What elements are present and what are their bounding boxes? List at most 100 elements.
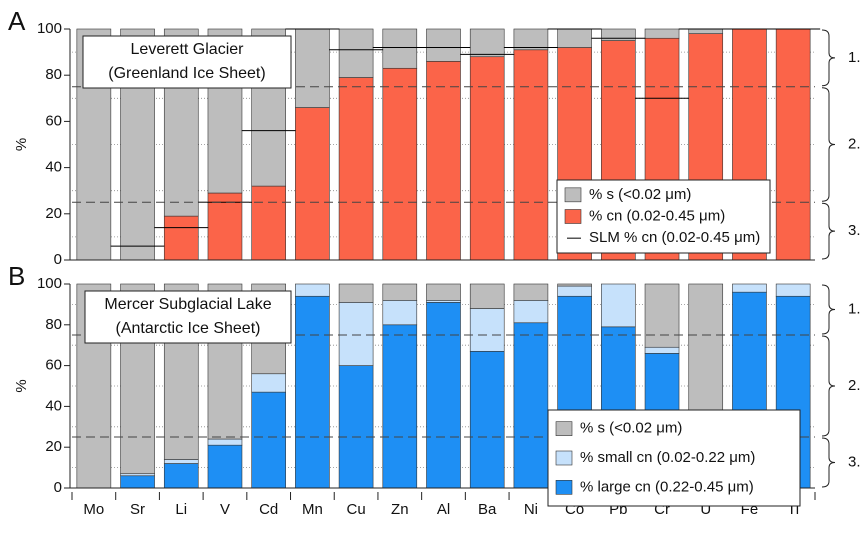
panel-title: (Greenland Ice Sheet)	[108, 65, 265, 82]
y-tick-label: 100	[37, 275, 62, 292]
bar-segment	[601, 28, 636, 41]
bar-segment	[382, 283, 418, 301]
y-tick-label: 20	[45, 438, 62, 455]
x-tick-label: Ba	[478, 501, 497, 518]
zone-label: 1.	[848, 300, 861, 317]
zone-brace	[821, 284, 836, 335]
y-tick-label: 80	[45, 316, 62, 333]
title-box	[84, 290, 292, 344]
bar-segment	[163, 459, 199, 464]
y-tick-label: 20	[45, 205, 62, 222]
y-tick-label: 80	[45, 66, 62, 83]
bar-segment	[338, 28, 374, 78]
legend-swatch	[555, 480, 573, 495]
y-tick-label: 60	[45, 357, 62, 374]
panel-letter: B	[8, 261, 25, 291]
zone-brace	[821, 437, 836, 488]
zone-label: 1.	[848, 49, 861, 66]
bar-segment	[732, 283, 767, 293]
legend-label: % cn (0.02-0.45 μm)	[589, 207, 725, 224]
bar-segment	[557, 283, 592, 287]
bar-segment	[338, 302, 374, 366]
x-tick-label: Al	[437, 501, 450, 518]
legend-swatch	[555, 450, 573, 466]
bar-segment	[557, 285, 592, 297]
bar-segment	[469, 56, 505, 261]
bar-segment	[120, 473, 155, 477]
bar-segment	[775, 28, 811, 261]
y-axis-label: %	[13, 379, 30, 392]
bar-segment	[338, 365, 374, 489]
bar-segment	[601, 283, 636, 328]
x-tick-label: Sr	[130, 501, 145, 518]
bar-segment	[163, 463, 199, 489]
y-tick-label: 40	[45, 159, 62, 176]
legend-box	[547, 409, 801, 507]
bar-segment	[338, 77, 374, 261]
bar-segment	[513, 283, 549, 301]
bar-segment	[644, 346, 680, 354]
bar-segment	[120, 475, 155, 489]
bar-segment	[688, 28, 724, 34]
x-tick-label: V	[220, 501, 230, 518]
bar-segment	[644, 283, 680, 348]
legend-label: % s (<0.02 μm)	[580, 420, 682, 437]
bar-segment	[557, 28, 592, 48]
y-axis-label: %	[13, 138, 30, 151]
bar-segment	[426, 283, 461, 301]
bar-segment	[382, 28, 418, 69]
bar-segment	[338, 283, 374, 303]
y-tick-label: 0	[54, 479, 62, 496]
bar-segment	[426, 28, 461, 62]
legend-swatch	[555, 421, 573, 436]
legend-label: % large cn (0.22-0.45 μm)	[580, 478, 754, 495]
zone-brace	[821, 202, 836, 260]
legend-label: % small cn (0.02-0.22 μm)	[580, 449, 755, 466]
legend-box	[556, 179, 771, 254]
bar-segment	[382, 324, 418, 489]
bar-segment	[469, 283, 505, 309]
zone-brace	[821, 335, 836, 437]
bar-segment	[513, 300, 549, 324]
bar-segment	[469, 351, 505, 489]
legend-swatch	[564, 209, 582, 224]
x-tick-label: Cu	[346, 501, 365, 518]
bar-segment	[469, 308, 505, 352]
y-tick-label: 60	[45, 112, 62, 129]
zone-label: 3.	[848, 222, 861, 239]
legend-label: SLM % cn (0.02-0.45 μm)	[589, 229, 760, 246]
x-tick-label: Ni	[524, 501, 538, 518]
zone-label: 2.	[848, 135, 861, 152]
legend-label: % s (<0.02 μm)	[589, 186, 691, 203]
x-tick-label: Mn	[302, 501, 323, 518]
x-tick-label: Cd	[259, 501, 278, 518]
y-tick-label: 100	[37, 20, 62, 37]
zone-brace	[821, 87, 836, 202]
x-tick-label: Zn	[391, 501, 409, 518]
zone-label: 2.	[848, 377, 861, 394]
bar-segment	[207, 438, 243, 446]
x-tick-label: Mo	[83, 501, 104, 518]
bar-segment	[775, 283, 811, 297]
bar-segment	[382, 300, 418, 326]
bar-segment	[295, 295, 330, 489]
bar-segment	[251, 373, 286, 393]
legend-swatch	[564, 187, 582, 203]
bar-segment	[644, 28, 680, 39]
bar-segment	[382, 67, 418, 261]
panel-title: (Antarctic Ice Sheet)	[116, 320, 261, 337]
bar-segment	[251, 185, 286, 261]
bar-segment	[207, 192, 243, 261]
bar-segment	[426, 61, 461, 261]
bar-segment	[513, 28, 549, 51]
bar-segment	[426, 300, 461, 303]
panel-title: Mercer Subglacial Lake	[104, 296, 271, 313]
y-tick-label: 0	[54, 251, 62, 268]
bar-segment	[163, 215, 199, 261]
bar-segment	[207, 444, 243, 489]
title-box	[82, 35, 292, 89]
bar-segment	[469, 28, 505, 58]
zone-brace	[821, 29, 836, 87]
bar-segment	[426, 302, 461, 489]
